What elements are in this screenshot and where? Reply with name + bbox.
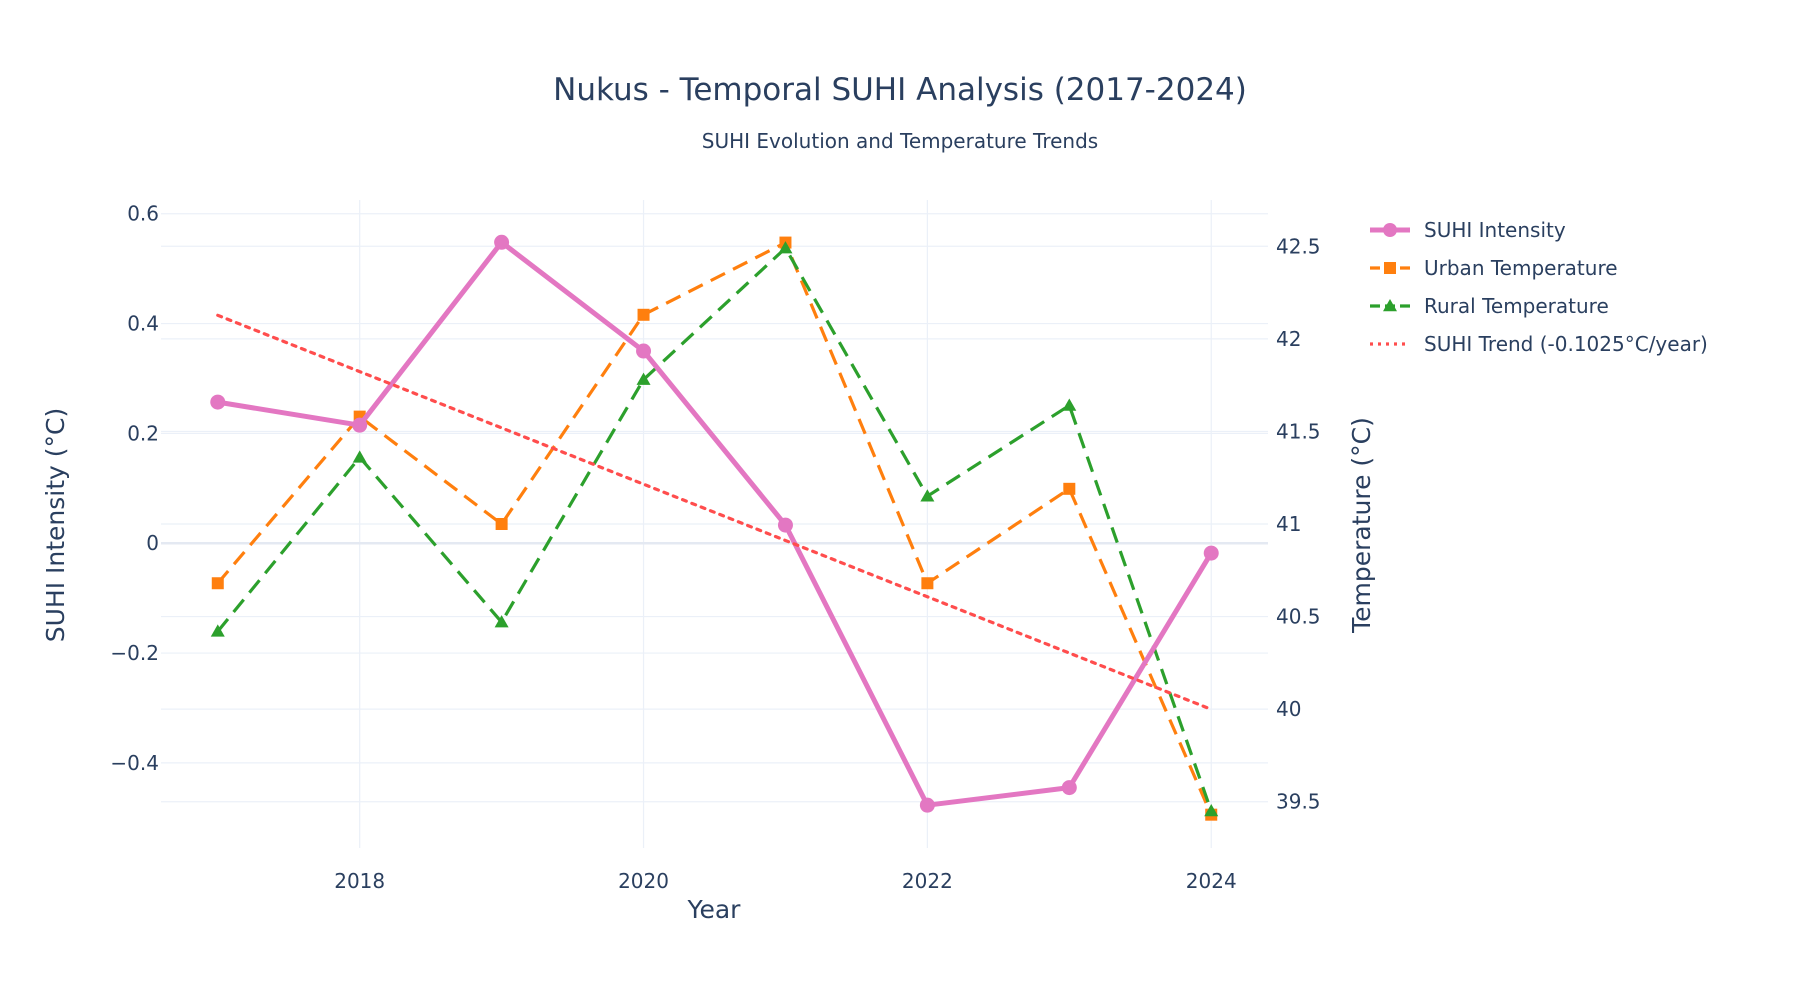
- x-tick-label: 2020: [618, 869, 669, 893]
- urban-temperature-point: [921, 577, 934, 590]
- rural-temperature-point: [210, 624, 225, 637]
- legend-marker: [1383, 223, 1397, 237]
- legend: SUHI Intensity Urban Temperature Rural Tem…: [1370, 218, 1708, 356]
- y2-tick-label: 39.5: [1276, 790, 1321, 814]
- y-tick-label: −0.4: [110, 751, 159, 775]
- suhi-intensity-point: [352, 417, 368, 433]
- legend-marker: [1384, 262, 1396, 274]
- chart-title: Nukus - Temporal SUHI Analysis (2017-202…: [553, 72, 1247, 108]
- suhi-intensity-point: [210, 394, 226, 410]
- suhi-intensity-point: [494, 234, 510, 250]
- urban-temperature-point: [495, 518, 508, 530]
- rural-temperature-point: [778, 241, 793, 254]
- urban-temperature-point: [1063, 482, 1076, 495]
- y-axis-title: SUHI Intensity (°C): [41, 408, 70, 643]
- x-tick-label: 2022: [902, 869, 953, 893]
- x-tick-label: 2024: [1186, 869, 1237, 893]
- x-tick-label: 2018: [334, 869, 385, 893]
- legend-label: SUHI Intensity: [1424, 218, 1566, 242]
- suhi-intensity-point: [1061, 780, 1077, 796]
- y2-tick-label: 41.5: [1276, 419, 1321, 443]
- suhi-trend-0-1025-c-year-line: [216, 313, 1213, 711]
- rural-temperature-point: [636, 372, 651, 385]
- suhi-intensity-line: [217, 239, 1214, 808]
- legend-label: Rural Temperature: [1424, 294, 1609, 318]
- legend-label: SUHI Trend (-0.1025°C/year): [1424, 332, 1708, 356]
- rural-temperature-point: [494, 615, 509, 628]
- y2-tick-label: 42: [1276, 327, 1301, 351]
- chart-subtitle: SUHI Evolution and Temperature Trends: [702, 129, 1098, 153]
- suhi-intensity-point: [1203, 545, 1219, 561]
- y-tick-label: 0.4: [127, 312, 159, 336]
- urban-temperature-line: [216, 241, 1213, 816]
- series-rural-temperature: [210, 241, 1219, 817]
- series-suhi-trend-0-1025-c-year: [216, 313, 1213, 711]
- y-tick-label: 0: [146, 531, 159, 555]
- legend-label: Urban Temperature: [1424, 256, 1618, 280]
- y2-tick-label: 40.5: [1276, 605, 1321, 629]
- y2-tick-label: 40: [1276, 697, 1301, 721]
- suhi-intensity-point: [636, 343, 652, 359]
- legend-item-rural-temperature[interactable]: Rural Temperature: [1370, 294, 1609, 318]
- series-urban-temperature: [211, 236, 1218, 821]
- legend-item-suhi-trend-0-1025-c-year[interactable]: SUHI Trend (-0.1025°C/year): [1370, 332, 1708, 356]
- legend-item-suhi-intensity[interactable]: SUHI Intensity: [1370, 218, 1566, 242]
- urban-temperature-point: [637, 308, 650, 321]
- y-tick-label: 0.2: [127, 421, 159, 445]
- rural-temperature-point: [1062, 398, 1077, 411]
- suhi-intensity-point: [919, 797, 935, 813]
- suhi-intensity-point: [777, 517, 793, 533]
- legend-item-urban-temperature[interactable]: Urban Temperature: [1370, 256, 1618, 280]
- series-suhi-intensity: [210, 234, 1219, 813]
- y-tick-label: 0.6: [127, 202, 159, 226]
- y2-tick-label: 42.5: [1276, 234, 1321, 258]
- rural-temperature-line: [216, 246, 1213, 812]
- x-axis-title: Year: [687, 895, 742, 924]
- rural-temperature-point: [920, 489, 935, 502]
- urban-temperature-point: [211, 577, 224, 590]
- rural-temperature-point: [352, 450, 367, 463]
- y-tick-label: −0.2: [110, 641, 159, 665]
- y2-axis-title: Temperature (°C): [1347, 417, 1376, 634]
- axes: 2018 2020 2022 2024 −0.4 −0.2 0 0.2 0.4 0.6 39.5 40…: [110, 202, 1320, 893]
- y2-tick-label: 41: [1276, 512, 1301, 536]
- rural-temperature-point: [1204, 803, 1219, 817]
- legend-marker: [1383, 299, 1397, 312]
- grid: [161, 200, 1268, 848]
- series-layer: [210, 234, 1219, 821]
